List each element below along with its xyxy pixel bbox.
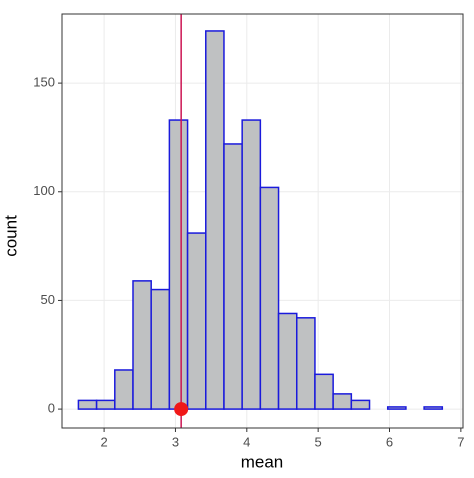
- y-tick-label: 50: [41, 292, 55, 307]
- bar: [150, 288, 171, 410]
- y-tick-label: 150: [33, 75, 55, 90]
- x-tick-label: 3: [172, 434, 179, 449]
- marker: [174, 402, 189, 417]
- x-tick-label: 6: [386, 434, 393, 449]
- bar: [259, 186, 280, 410]
- bar: [423, 406, 444, 410]
- x-tick-label: 4: [243, 434, 250, 449]
- bar: [350, 399, 371, 410]
- bar: [95, 399, 116, 410]
- bar: [386, 406, 407, 410]
- x-axis-title: mean: [241, 452, 284, 471]
- bar: [77, 399, 98, 410]
- y-axis-title: count: [1, 215, 20, 257]
- x-tick-label: 5: [315, 434, 322, 449]
- plot-border: [61, 13, 464, 429]
- bar: [205, 30, 225, 410]
- bar: [132, 280, 152, 410]
- bar: [186, 232, 207, 410]
- y-tick-label: 0: [48, 401, 55, 416]
- y-tick-label: 100: [33, 183, 55, 198]
- x-tick-label: 2: [100, 434, 107, 449]
- bar: [277, 312, 298, 410]
- x-tick-label: 7: [457, 434, 464, 449]
- bar: [168, 119, 189, 410]
- bar: [114, 369, 134, 410]
- bar: [241, 119, 262, 410]
- bar: [223, 143, 243, 410]
- bar: [332, 393, 353, 410]
- bar: [314, 373, 334, 410]
- bar: [295, 317, 316, 410]
